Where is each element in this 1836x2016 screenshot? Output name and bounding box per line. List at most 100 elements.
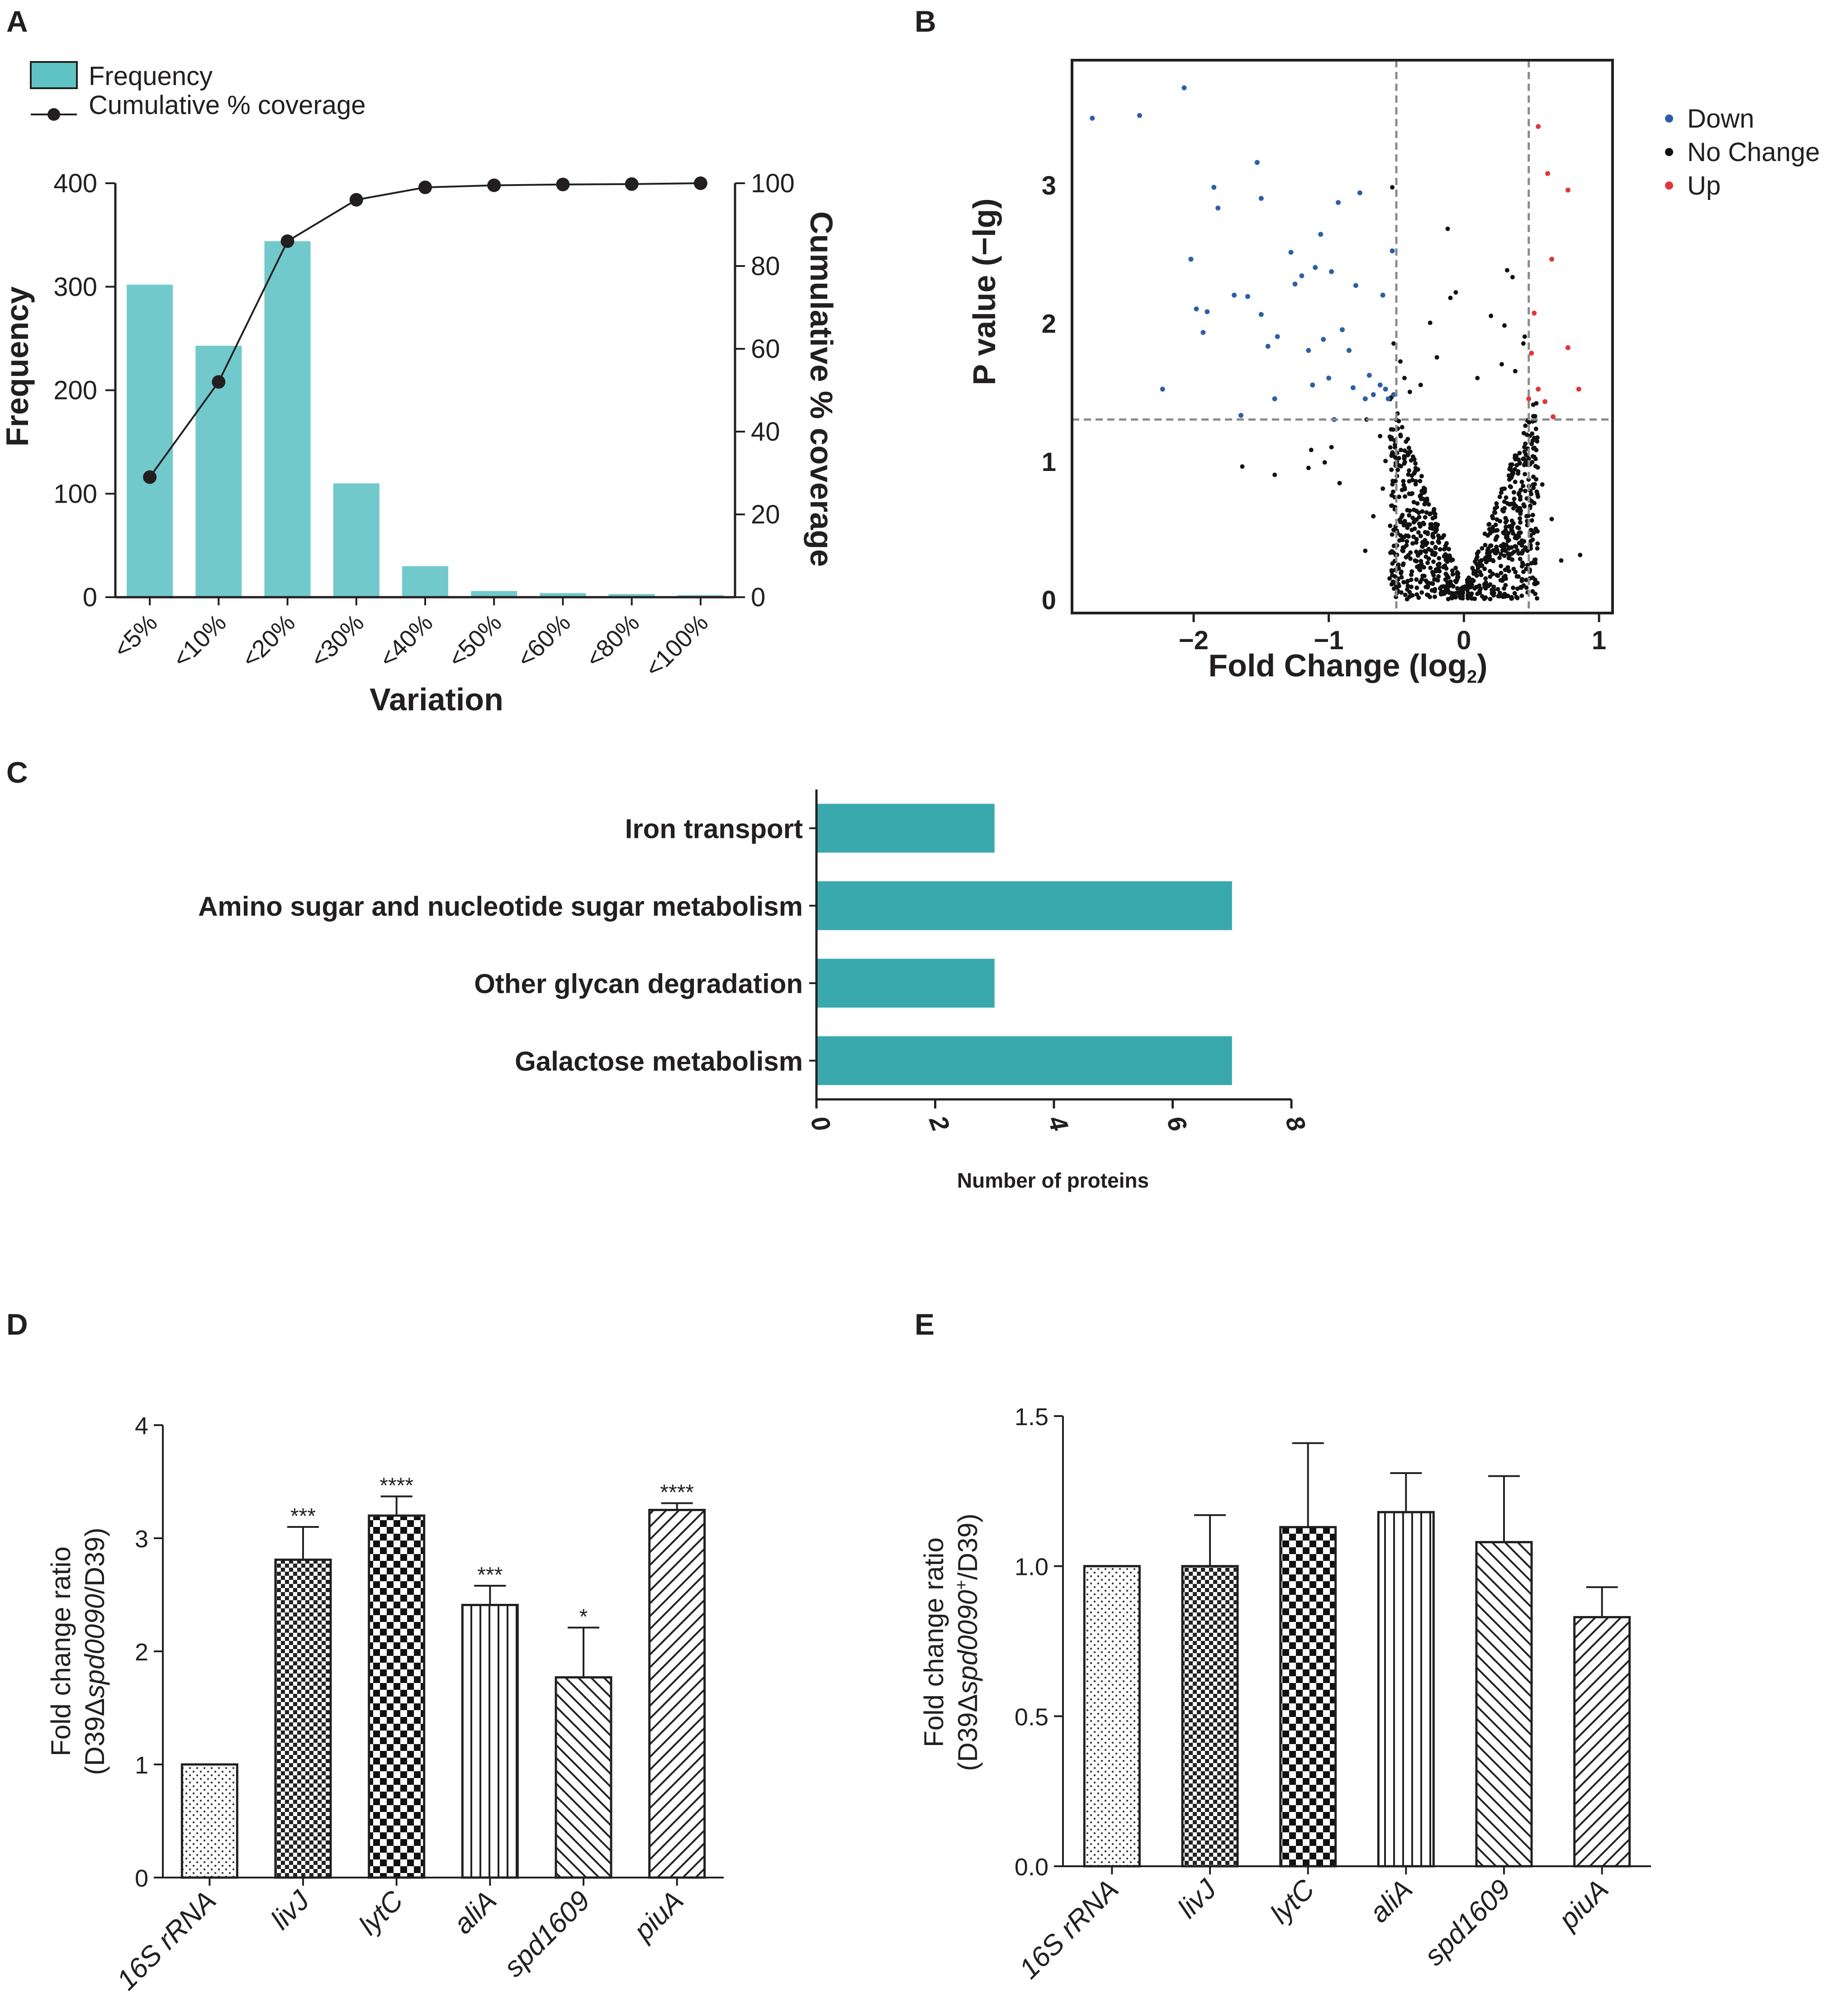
b-point-nochange (1409, 458, 1414, 463)
b-point-down (1350, 385, 1356, 390)
b-point-nochange (1488, 557, 1493, 562)
b-point-nochange (1437, 561, 1442, 566)
b-point-nochange (1409, 491, 1414, 496)
b-point-nochange (1529, 442, 1534, 447)
b-point-nochange (1512, 591, 1517, 596)
b-point-nochange (1535, 439, 1540, 444)
b-point-nochange (1506, 556, 1511, 561)
b-point-up (1549, 257, 1555, 262)
b-point-nochange (1488, 550, 1493, 555)
b-point-nochange (1425, 561, 1430, 566)
b-point-nochange (1433, 587, 1437, 592)
b-point-nochange (1410, 515, 1415, 520)
b-point-nochange (1404, 533, 1409, 538)
b-point-up (1551, 414, 1556, 419)
b-point-up (1529, 351, 1534, 356)
a-cumulative-point-3 (349, 193, 363, 207)
b-point-nochange (1498, 518, 1503, 523)
d-xtick-label-5: piuA (627, 1885, 690, 1947)
b-point-nochange (1559, 558, 1564, 563)
b-point-nochange (1418, 493, 1423, 498)
b-point-nochange (1414, 585, 1419, 590)
b-point-nochange (1507, 502, 1512, 507)
a-cumulative-point-8 (693, 176, 707, 190)
b-point-nochange (1444, 566, 1449, 571)
d-significance-1: *** (290, 1504, 316, 1528)
a-cumulative-point-6 (556, 177, 570, 191)
b-point-nochange (1408, 550, 1413, 555)
b-point-nochange (1511, 490, 1516, 495)
b-point-nochange (1423, 530, 1428, 535)
b-point-nochange (1306, 466, 1311, 471)
c-xtick-label-2: 4 (1042, 1112, 1074, 1135)
b-point-nochange (1445, 583, 1450, 588)
b-point-down (1258, 196, 1264, 201)
panel-a-frequency-chart: Frequency Cumulative % coverage 01002003… (0, 61, 839, 717)
b-point-down (1288, 250, 1294, 255)
b-point-nochange (1523, 547, 1528, 552)
b-point-nochange (1387, 576, 1392, 581)
b-point-nochange (1518, 487, 1523, 492)
b-point-nochange (1518, 520, 1523, 525)
b-point-nochange (1453, 290, 1458, 295)
b-point-nochange (1443, 552, 1448, 557)
b-point-nochange (1406, 472, 1411, 477)
a-y2-axis-title: Cumulative % coverage (804, 211, 839, 567)
b-point-nochange (1499, 552, 1504, 556)
b-point-nochange (1437, 540, 1442, 545)
b-point-nochange (1483, 595, 1488, 600)
b-point-nochange (1518, 556, 1523, 561)
d-bar-1 (274, 1559, 332, 1879)
b-point-nochange (1428, 566, 1433, 571)
b-point-nochange (1504, 495, 1509, 500)
d-bar-0 (180, 1763, 238, 1879)
b-point-nochange (1493, 510, 1498, 515)
b-point-nochange (1423, 578, 1428, 583)
b-legend-nochange-label: No Change (1687, 138, 1820, 167)
b-point-nochange (1507, 545, 1512, 550)
b-point-down (1188, 257, 1194, 262)
d-y-axis-title-line2: (D39Δspd0090/D39) (80, 1527, 110, 1775)
b-point-nochange (1371, 514, 1376, 519)
b-point-down (1254, 160, 1260, 165)
b-point-nochange (1437, 547, 1442, 552)
e-bar-2 (1279, 1526, 1337, 1868)
b-point-down (1383, 386, 1388, 392)
b-point-down (1211, 185, 1217, 190)
panel-label-e: E (915, 1308, 935, 1341)
b-point-nochange (1518, 506, 1523, 511)
b-point-nochange (1447, 547, 1452, 552)
a-xtick-label-2: <20% (237, 609, 300, 673)
b-point-nochange (1419, 489, 1424, 494)
b-point-nochange (1414, 577, 1419, 582)
panel-e-qpcr-bars: 0.0 0.5 1.0 1.5 16S rRNA livJ lytC aliA spd1609… (919, 1403, 1651, 1985)
b-point-nochange (1389, 582, 1394, 587)
b-point-nochange (1499, 490, 1504, 495)
e-y-axis-title-line2-c: /D39) (953, 1513, 983, 1580)
b-point-down (1205, 309, 1210, 314)
a-y2tick-label-1: 20 (751, 500, 780, 529)
b-point-nochange (1388, 523, 1393, 528)
b-point-nochange (1535, 580, 1540, 585)
b-point-nochange (1521, 569, 1526, 574)
b-point-nochange (1469, 582, 1474, 587)
c-x-axis-title: Number of proteins (957, 1169, 1149, 1192)
b-point-nochange (1443, 571, 1448, 576)
b-point-up (1542, 399, 1548, 404)
a-xtick-label-1: <10% (168, 609, 232, 673)
b-point-nochange (1399, 464, 1404, 469)
b-point-nochange (1446, 575, 1451, 580)
b-point-down (1310, 382, 1315, 388)
b-point-nochange (1439, 592, 1444, 597)
panel-c-pathway-bars: Iron transport Amino sugar and nucleotide… (198, 789, 1312, 1192)
b-point-nochange (1442, 547, 1447, 552)
b-point-nochange (1495, 587, 1500, 592)
b-point-nochange (1516, 526, 1521, 531)
b-point-down (1391, 392, 1396, 397)
b-point-down (1275, 334, 1280, 339)
b-point-nochange (1447, 555, 1452, 560)
b-point-nochange (1521, 484, 1526, 489)
b-point-nochange (1419, 562, 1424, 567)
b-point-down (1390, 248, 1395, 254)
